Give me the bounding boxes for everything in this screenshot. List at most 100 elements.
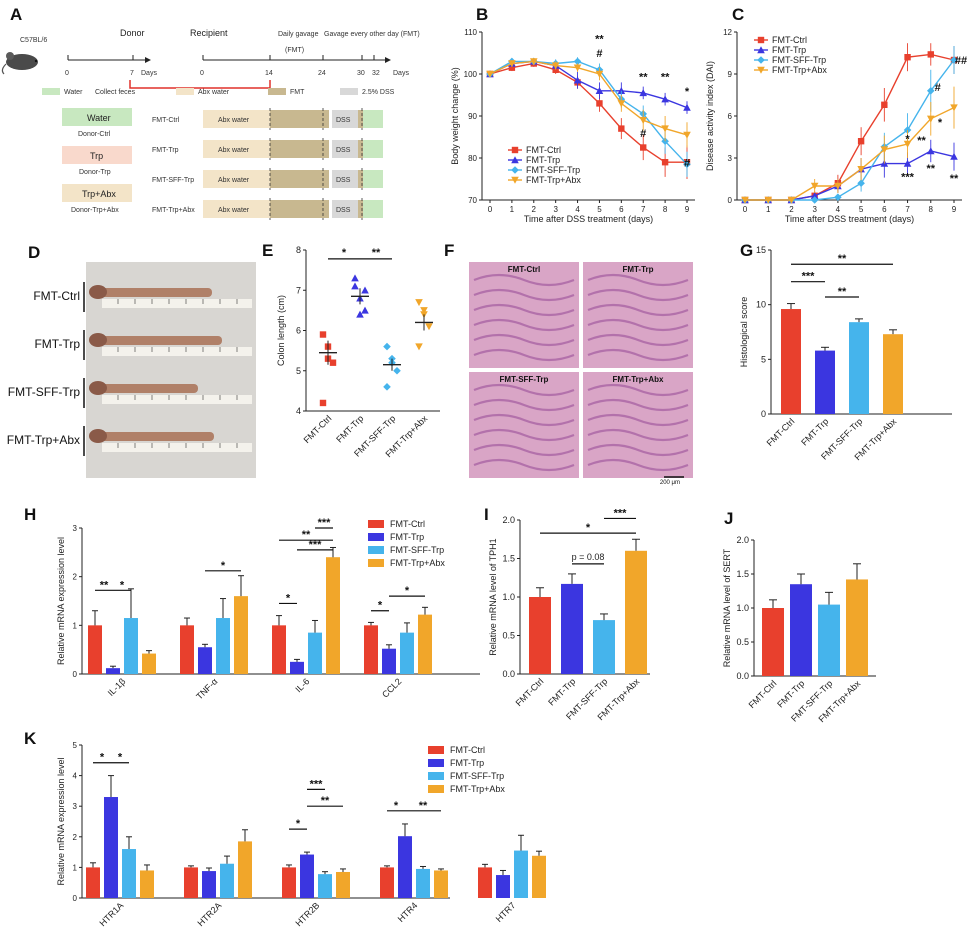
significance-mark: # [684, 157, 690, 169]
rec-tick-14: 14 [265, 70, 273, 77]
y-tick-label: 5 [761, 354, 766, 364]
bar [290, 661, 304, 674]
cecum [89, 333, 107, 347]
y-tick-label: 4 [296, 406, 301, 416]
legend-swatch [428, 759, 444, 767]
data-point [383, 383, 391, 391]
data-point [857, 138, 865, 145]
significance-mark: * [221, 560, 226, 572]
cecum [89, 381, 107, 395]
cecum [89, 429, 107, 443]
colon-tissue [94, 288, 212, 297]
bar [416, 868, 430, 898]
panel-letter-k: K [24, 729, 37, 748]
panel-d: D FMT-Ctrl FMT-Trp FMT-SFF-Trp FMT-Trp+Abx [7, 243, 256, 478]
bar [272, 625, 286, 674]
bar [238, 841, 252, 898]
data-point [661, 125, 669, 133]
legend-swatch [368, 546, 384, 554]
bar [88, 625, 102, 674]
x-tick-label: 8 [663, 205, 668, 214]
significance-mark: * [685, 86, 690, 98]
bar [140, 870, 154, 898]
colon-row-label: FMT-Ctrl [33, 289, 80, 303]
donor-tick-7: 7 [130, 70, 134, 77]
data-point [329, 359, 337, 366]
bar [434, 870, 448, 898]
legend-label: FMT-Ctrl [526, 145, 561, 155]
x-tick-label: FMT-Trp [546, 676, 577, 707]
bar [418, 614, 432, 674]
x-tick-label: 6 [619, 205, 624, 214]
legend-fmt: FMT [290, 89, 305, 96]
fmt-bar-2 [323, 200, 329, 218]
y-tick-label: 70 [468, 196, 477, 205]
bar [364, 625, 378, 674]
panel-k: K 0 1 2 3 4 5 Relative mRNA expression level HTR… [24, 729, 546, 928]
panel-g: G 0 5 10 15 Histological score FMT-Ctrl FMT-Trp… [739, 241, 952, 462]
panel-f: F FMT-Ctrl FMT-Trp FMT-SFF-Trp FMT-Trp+Abx 2… [444, 241, 693, 486]
tissue-texture [587, 273, 689, 287]
recipient-row-label: FMT-SFF-Trp [152, 177, 194, 184]
x-tick-label: 3 [812, 205, 817, 214]
bar [216, 618, 230, 674]
donor-box-trpabx-text: Trp+Abx [82, 189, 116, 199]
data-point [319, 331, 327, 338]
x-tick-label: TNF-α [194, 676, 219, 701]
significance-mark: * [286, 592, 291, 604]
histology-title: FMT-SFF-Trp [500, 375, 549, 384]
y-tick-label: 0.0 [502, 669, 515, 679]
significance-mark: ** [639, 71, 648, 83]
bar [781, 309, 801, 414]
data-point [810, 182, 819, 190]
data-point [573, 57, 582, 66]
y-tick-label: 6 [296, 326, 301, 336]
tissue-texture [473, 318, 575, 332]
data-point [573, 64, 582, 72]
y-tick-label: 110 [464, 28, 477, 37]
colon-tissue [94, 384, 198, 393]
bar [496, 875, 510, 898]
dss-text: DSS [336, 207, 351, 214]
abx-water-bar [203, 110, 270, 128]
legend-label: FMT-Trp+Abx [772, 65, 827, 75]
data-point [420, 307, 428, 315]
bar [106, 668, 120, 674]
legend-swatch [428, 772, 444, 780]
legend-marker [757, 56, 765, 64]
panel-letter-c: C [732, 5, 744, 24]
data-point [787, 196, 796, 204]
y-axis-label: Relative mRNA level of SERT [722, 548, 732, 667]
y-axis-label: Disease activity index (DAI) [705, 61, 715, 171]
bar [380, 867, 394, 898]
legend-marker [511, 156, 519, 164]
bar [336, 871, 350, 898]
colon-row-label: FMT-Trp [34, 337, 80, 351]
data-point [639, 117, 648, 124]
bar [514, 850, 528, 898]
panel-h: H 0 1 2 3 Relative mRNA expression level IL-1β… [24, 505, 480, 702]
data-point [857, 166, 865, 173]
y-tick-label: 2.0 [736, 535, 749, 545]
data-point [904, 54, 911, 61]
data-point [950, 152, 958, 160]
series-line-2 [489, 60, 688, 165]
y-tick-label: 1.5 [736, 569, 749, 579]
data-point [926, 147, 935, 155]
significance-mark: *** [614, 507, 628, 519]
data-point [950, 56, 958, 64]
significance-mark: * [905, 134, 910, 146]
bar [318, 874, 332, 898]
data-point [741, 196, 749, 204]
bar [122, 849, 136, 898]
significance-mark: # [935, 82, 941, 94]
data-point [393, 366, 401, 375]
legend-swatch [368, 533, 384, 541]
donor-box-trp [62, 146, 132, 164]
y-tick-label: 1.0 [502, 592, 515, 602]
tissue-texture [587, 428, 689, 442]
y-tick-label: 1 [73, 863, 78, 872]
donor-box-water [62, 108, 132, 126]
significance-mark: ** [838, 286, 847, 298]
y-tick-label: 1 [73, 621, 78, 630]
